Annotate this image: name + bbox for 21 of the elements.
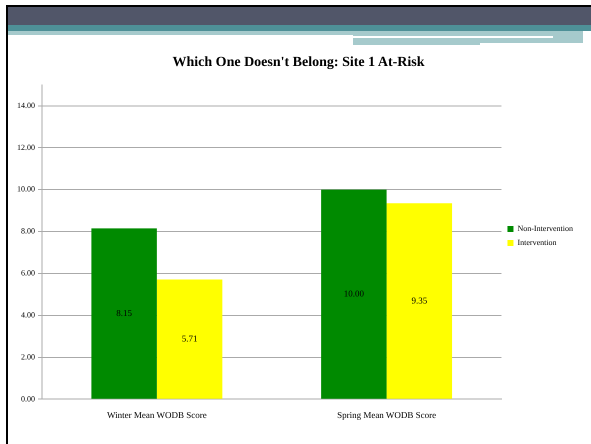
y-tick-label: 14.00	[17, 100, 35, 110]
y-tick-label: 10.00	[17, 184, 35, 194]
y-tick-label: 12.00	[17, 142, 35, 152]
data-label: 8.15	[116, 308, 133, 318]
y-tick-label: 8.00	[21, 226, 35, 236]
bar	[321, 190, 387, 399]
data-label: 5.71	[182, 333, 198, 344]
x-tick-label: Spring Mean WODB Score	[337, 410, 436, 420]
y-tick-label: 0.00	[21, 394, 35, 404]
legend-label: Intervention	[517, 238, 557, 248]
bar	[386, 203, 452, 399]
bar	[156, 280, 222, 399]
data-label: 10.00	[344, 288, 364, 299]
y-tick-label: 4.00	[21, 310, 35, 320]
x-tick-label: Winter Mean WODB Score	[107, 410, 207, 420]
bar	[91, 228, 157, 399]
y-tick-label: 2.00	[21, 352, 35, 362]
chart-title: Which One Doesn't Belong: Site 1 At-Risk	[172, 55, 425, 70]
data-label: 9.35	[411, 295, 428, 306]
y-tick-label: 6.00	[21, 268, 35, 278]
legend-label: Non-Intervention	[517, 224, 574, 234]
